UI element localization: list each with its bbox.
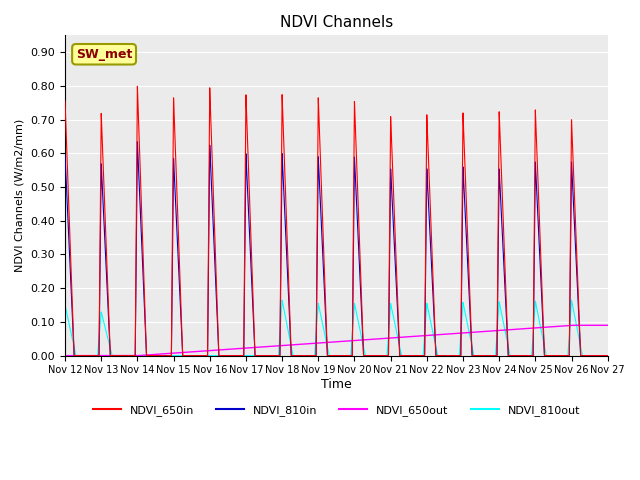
Legend: NDVI_650in, NDVI_810in, NDVI_650out, NDVI_810out: NDVI_650in, NDVI_810in, NDVI_650out, NDV… xyxy=(88,401,584,420)
NDVI_650in xyxy=(318,194,326,200)
NDVI_650in xyxy=(134,84,141,89)
Text: SW_met: SW_met xyxy=(76,48,132,61)
NDVI_650out xyxy=(568,323,575,328)
Line: NDVI_810in: NDVI_810in xyxy=(65,142,608,356)
NDVI_650in xyxy=(196,353,204,359)
X-axis label: Time: Time xyxy=(321,378,352,391)
NDVI_810out xyxy=(389,313,397,319)
NDVI_810in xyxy=(604,353,612,359)
NDVI_650out xyxy=(61,353,69,359)
Y-axis label: NDVI Channels (W/m2/mm): NDVI Channels (W/m2/mm) xyxy=(15,119,25,272)
NDVI_810in xyxy=(196,353,204,359)
NDVI_650in xyxy=(569,144,577,150)
NDVI_810in xyxy=(569,182,577,188)
Line: NDVI_810out: NDVI_810out xyxy=(65,300,608,356)
Line: NDVI_650in: NDVI_650in xyxy=(65,86,608,356)
NDVI_810out xyxy=(196,353,204,359)
NDVI_810in xyxy=(410,353,417,359)
NDVI_810in xyxy=(61,152,69,158)
NDVI_810out xyxy=(569,302,577,308)
NDVI_810in xyxy=(450,353,458,359)
NDVI_650out xyxy=(196,348,204,354)
NDVI_810in xyxy=(389,220,397,226)
NDVI_650in xyxy=(450,353,458,359)
NDVI_650out xyxy=(604,323,612,328)
Title: NDVI Channels: NDVI Channels xyxy=(280,15,393,30)
NDVI_650out xyxy=(569,323,577,328)
NDVI_650in xyxy=(70,353,78,359)
NDVI_810out xyxy=(450,353,458,359)
NDVI_650in xyxy=(389,183,397,189)
NDVI_650in xyxy=(410,353,417,359)
NDVI_810in xyxy=(134,139,141,145)
NDVI_650in xyxy=(604,353,612,359)
NDVI_650in xyxy=(61,98,69,104)
NDVI_810in xyxy=(318,230,326,236)
Line: NDVI_650out: NDVI_650out xyxy=(65,325,608,356)
NDVI_810out xyxy=(72,353,80,359)
NDVI_650out xyxy=(450,331,458,336)
NDVI_810in xyxy=(70,353,78,359)
NDVI_650out xyxy=(410,334,417,339)
NDVI_650out xyxy=(389,335,397,341)
NDVI_810out xyxy=(410,353,417,359)
NDVI_810out xyxy=(318,317,326,323)
NDVI_810out xyxy=(61,302,69,308)
NDVI_810out xyxy=(604,353,612,359)
NDVI_810out xyxy=(568,297,575,303)
NDVI_650out xyxy=(318,340,326,346)
